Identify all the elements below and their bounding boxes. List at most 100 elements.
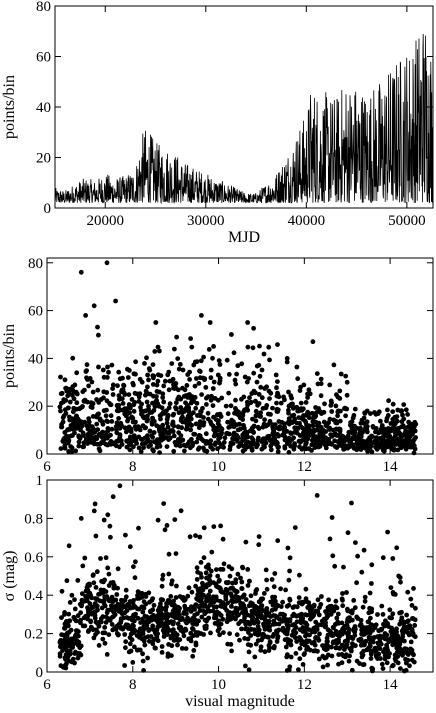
scatter-point	[157, 450, 163, 455]
scatter-point	[81, 599, 87, 604]
scatter-point	[239, 579, 245, 585]
scatter-point	[398, 650, 403, 655]
scatter-point	[317, 605, 322, 610]
scatter-point	[305, 412, 311, 418]
scatter-point	[69, 445, 75, 451]
scatter-point	[369, 635, 374, 641]
scatter-point	[96, 364, 101, 370]
scatter-point	[229, 648, 235, 654]
scatter-point	[183, 426, 189, 432]
scatter-point	[399, 408, 404, 413]
scatter-point	[144, 623, 150, 628]
scatter-point	[286, 407, 291, 413]
scatter-point	[160, 395, 166, 400]
scatter-point	[353, 540, 358, 545]
scatter-point	[152, 645, 158, 651]
scatter-point	[73, 389, 79, 395]
y-tick-label: 1	[36, 473, 44, 489]
y-tick-label: 0.6	[24, 550, 43, 566]
scatter-point	[208, 568, 214, 574]
scatter-point	[189, 396, 194, 402]
scatter-point	[198, 586, 203, 591]
scatter-point	[189, 344, 195, 350]
scatter-point	[250, 345, 256, 351]
scatter-point	[188, 336, 194, 341]
scatter-point	[276, 444, 281, 450]
scatter-point	[275, 449, 281, 455]
scatter-point	[264, 611, 269, 617]
scatter-point	[160, 572, 166, 578]
scatter-point	[109, 594, 115, 600]
scatter-point	[411, 586, 416, 591]
scatter-point	[106, 571, 112, 577]
scatter-point	[396, 645, 402, 651]
scatter-point	[70, 645, 75, 650]
scatter-point	[405, 618, 411, 624]
scatter-point	[118, 602, 124, 607]
scatter-point	[212, 442, 218, 447]
scatter-point	[221, 440, 227, 445]
scatter-point	[251, 388, 257, 394]
scatter-point	[150, 416, 156, 422]
scatter-point	[197, 534, 203, 540]
scatter-point	[379, 426, 384, 432]
scatter-point	[176, 430, 182, 435]
scatter-point	[100, 367, 106, 373]
scatter-point	[126, 601, 131, 607]
scatter-point	[162, 527, 168, 533]
scatter-point	[305, 395, 310, 400]
scatter-point	[349, 500, 354, 506]
scatter-point	[311, 648, 317, 654]
scatter-point	[389, 638, 395, 644]
scatter-point	[346, 618, 352, 624]
scatter-point	[391, 440, 397, 446]
scatter-point	[255, 613, 261, 618]
scatter-point	[194, 577, 200, 582]
scatter-point	[360, 630, 366, 636]
scatter-point	[286, 389, 291, 395]
scatter-point	[256, 534, 262, 539]
scatter-point	[250, 429, 256, 435]
scatter-point	[278, 604, 284, 609]
scatter-point	[243, 606, 248, 612]
scatter-point	[231, 424, 237, 430]
scatter-point	[250, 416, 255, 422]
scatter-point	[286, 421, 292, 427]
scatter-point	[315, 609, 321, 614]
scatter-point	[302, 626, 308, 632]
scatter-point	[333, 598, 339, 604]
scatter-point	[150, 362, 156, 367]
scatter-point	[333, 645, 339, 650]
scatter-point	[248, 399, 254, 405]
scatter-point	[122, 632, 128, 637]
x-axis-title-bottom: visual magnitude	[185, 693, 295, 710]
scatter-point	[284, 428, 290, 434]
scatter-point	[95, 629, 100, 635]
scatter-point	[333, 403, 339, 409]
scatter-point	[96, 643, 102, 648]
scatter-point	[331, 608, 337, 614]
scatter-point	[169, 428, 175, 433]
scatter-point	[245, 583, 251, 588]
scatter-point	[195, 591, 201, 597]
scatter-point	[222, 435, 228, 441]
scatter-point	[304, 440, 309, 446]
scatter-point	[311, 613, 316, 619]
scatter-point	[81, 433, 86, 438]
scatter-point	[297, 656, 303, 662]
scatter-point	[102, 577, 107, 583]
scatter-point	[211, 414, 216, 420]
scatter-point	[246, 667, 252, 673]
scatter-point	[143, 594, 149, 599]
scatter-point	[310, 629, 315, 635]
scatter-point	[403, 446, 409, 452]
scatter-point	[100, 630, 106, 636]
scatter-point	[369, 562, 375, 568]
scatter-point	[210, 608, 216, 614]
scatter-point	[116, 408, 122, 414]
scatter-point	[62, 625, 68, 631]
scatter-point	[143, 425, 149, 431]
scatter-point	[119, 442, 125, 447]
scatter-point	[123, 587, 129, 593]
scatter-point	[329, 400, 334, 406]
